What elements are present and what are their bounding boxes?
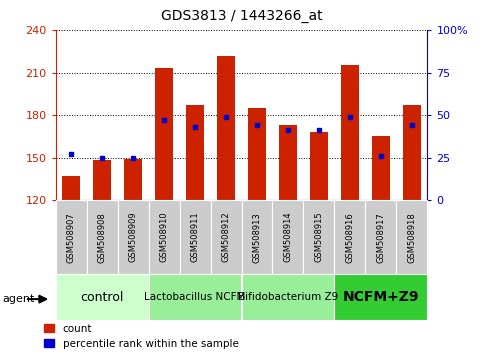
Bar [272,200,303,274]
Bar [155,68,173,200]
Text: GDS3813 / 1443266_at: GDS3813 / 1443266_at [161,9,322,23]
Bar [180,200,211,274]
Text: Bifidobacterium Z9: Bifidobacterium Z9 [238,292,338,302]
Bar [93,160,112,200]
Text: Lactobacillus NCFM: Lactobacillus NCFM [144,292,246,302]
Text: GSM508913: GSM508913 [253,212,261,263]
Bar [124,159,142,200]
Bar [149,274,242,320]
Text: GSM508915: GSM508915 [314,212,324,263]
Text: agent: agent [2,294,35,304]
Text: GSM508912: GSM508912 [222,212,230,263]
Text: NCFM+Z9: NCFM+Z9 [343,290,419,304]
Bar [397,200,427,274]
Text: GSM508918: GSM508918 [408,212,416,263]
Bar [303,200,334,274]
Text: GSM508907: GSM508907 [67,212,75,263]
Text: GSM508911: GSM508911 [190,212,199,263]
Bar [248,108,266,200]
Bar [334,200,366,274]
Text: GSM508908: GSM508908 [98,212,107,263]
Bar [149,200,180,274]
Legend: count, percentile rank within the sample: count, percentile rank within the sample [44,324,239,349]
Bar [56,274,149,320]
Bar [186,105,204,200]
Bar [217,56,235,200]
Bar [279,125,297,200]
Bar [341,65,359,200]
Bar [86,200,117,274]
Bar [310,132,328,200]
Text: GSM508914: GSM508914 [284,212,293,263]
Bar [242,274,334,320]
Bar [334,274,427,320]
Bar [62,176,80,200]
Text: GSM508910: GSM508910 [159,212,169,263]
Bar [56,200,86,274]
Bar [117,200,149,274]
Bar [372,136,390,200]
Text: GSM508916: GSM508916 [345,212,355,263]
Bar [242,200,272,274]
Text: control: control [80,291,124,304]
Bar [211,200,242,274]
Bar [403,105,421,200]
Bar [366,200,397,274]
Text: GSM508917: GSM508917 [376,212,385,263]
Text: GSM508909: GSM508909 [128,212,138,263]
